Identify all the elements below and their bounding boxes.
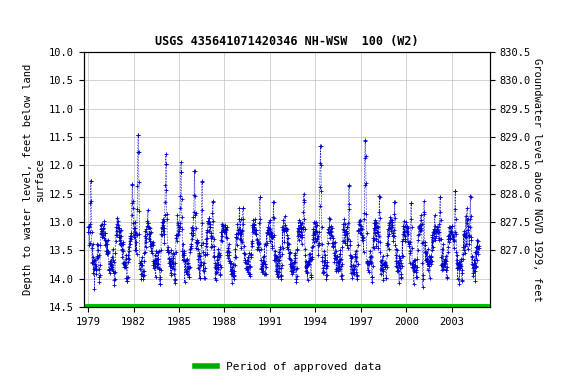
Y-axis label: Groundwater level above NGVD 1929, feet: Groundwater level above NGVD 1929, feet [532,58,541,301]
Legend: Period of approved data: Period of approved data [191,358,385,377]
Title: USGS 435641071420346 NH-WSW  100 (W2): USGS 435641071420346 NH-WSW 100 (W2) [155,35,418,48]
Y-axis label: Depth to water level, feet below land
surface: Depth to water level, feet below land su… [23,64,44,295]
